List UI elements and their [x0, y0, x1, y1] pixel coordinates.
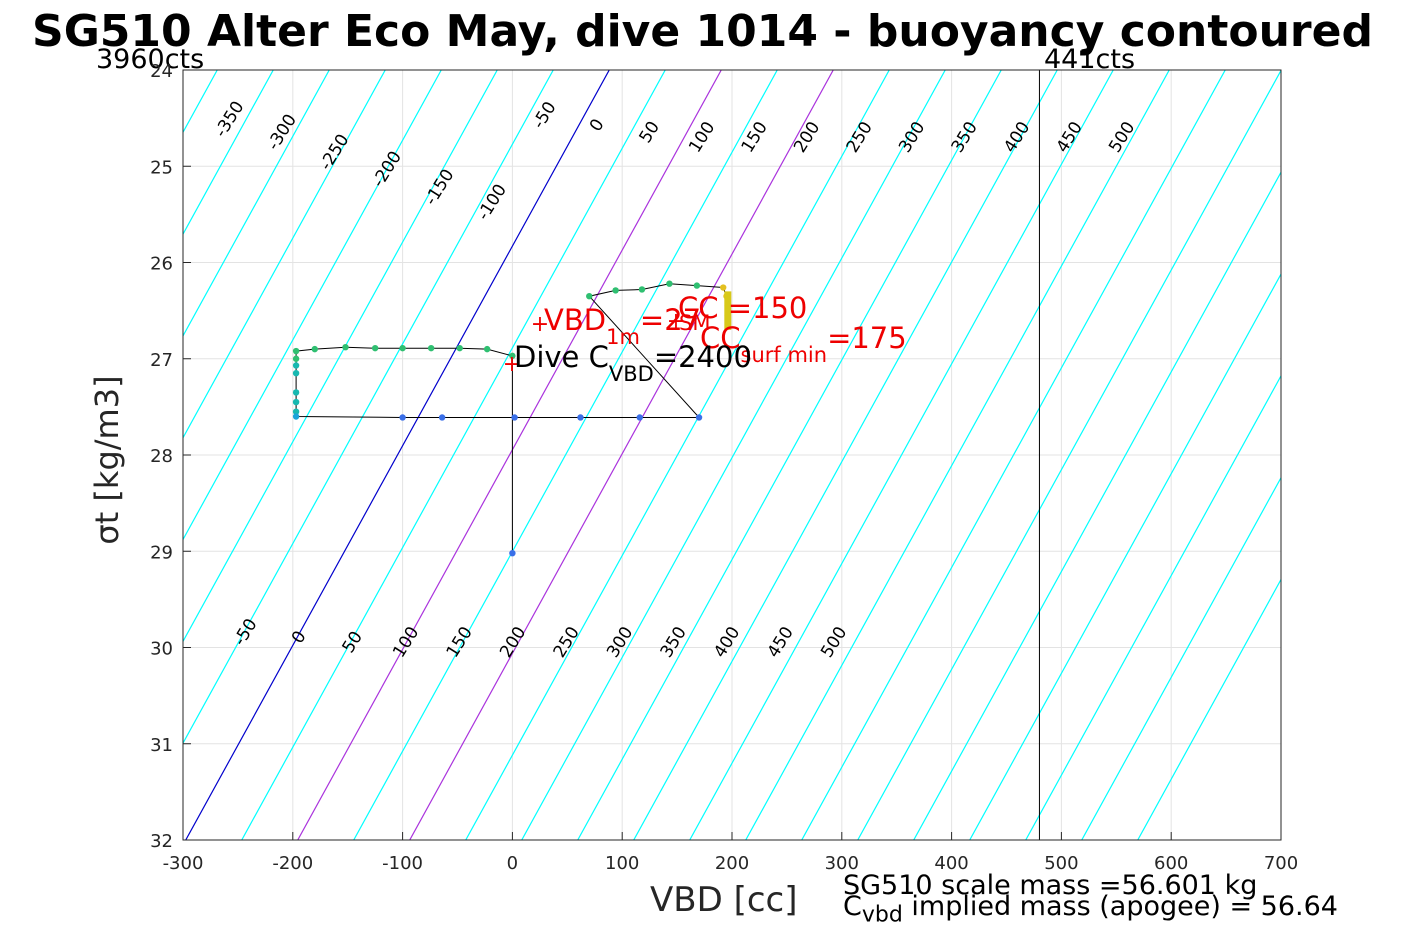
data-point	[292, 413, 300, 420]
buoyancy-contour-line	[185, 70, 610, 840]
data-point	[511, 414, 518, 421]
marker-label: Dive CVBD=2400	[514, 340, 752, 386]
data-point	[292, 408, 300, 415]
data-point	[399, 344, 406, 352]
y-tick-label: 31	[150, 735, 173, 756]
x-tick-label: -200	[272, 853, 313, 874]
x-tick-label: -100	[382, 853, 423, 874]
buoyancy-contour-line	[577, 70, 1002, 840]
marker-plus: +	[667, 309, 685, 334]
data-point	[292, 355, 300, 362]
buoyancy-contour-line	[465, 70, 890, 840]
marker-plus: +	[503, 352, 521, 377]
x-tick-label: -300	[163, 853, 204, 874]
y-tick-label: 32	[150, 831, 173, 852]
data-point	[292, 389, 300, 396]
buoyancy-contour-line	[521, 70, 946, 840]
buoyancy-contour-line	[913, 171, 1281, 840]
data-point	[456, 344, 463, 352]
buoyancy-contour-line	[183, 70, 274, 236]
buoyancy-contour-line	[689, 70, 1114, 840]
implied-mass-sub: vbd	[861, 902, 903, 928]
data-point	[311, 345, 318, 353]
buoyancy-contour-line	[241, 70, 666, 840]
y-tick-label: 26	[150, 254, 173, 275]
y-tick-label: 24	[150, 61, 173, 82]
x-tick-label: 200	[715, 853, 749, 874]
chart-title: SG510 Alter Eco May, dive 1014 - buoyanc…	[32, 6, 1373, 57]
data-point	[342, 344, 349, 351]
x-tick-label: 0	[507, 853, 518, 874]
marker-label: CC =150	[678, 291, 807, 325]
y-axis-label: σt [kg/m3]	[88, 375, 126, 544]
data-point	[483, 345, 491, 353]
buoyancy-contour-line	[1025, 374, 1281, 840]
marker-plus: +	[531, 312, 549, 337]
x-tick-label: 500	[1044, 853, 1078, 874]
data-point	[371, 344, 379, 352]
buoyancy-contour-line	[183, 70, 554, 745]
buoyancy-contour-line	[183, 70, 330, 338]
buoyancy-contour-line	[745, 70, 1170, 840]
buoyancy-contour-line	[0, 65, 164, 845]
buoyancy-contour-line	[183, 70, 386, 439]
marker-label: CCsurf min=175	[700, 321, 907, 367]
data-point	[612, 287, 619, 294]
y-tick-label: 27	[150, 350, 173, 371]
buoyancy-contour-line	[1081, 476, 1281, 840]
axes: -300 -200 -100 0 100 200 300 400 500 600 700 24 25 26…	[150, 61, 1298, 874]
buoyancy-contour-line	[183, 70, 498, 643]
data-point	[399, 414, 406, 421]
buoyancy-contour-line	[409, 70, 834, 840]
x-tick-label: 400	[934, 853, 968, 874]
x-axis-label: VBD [cc]	[650, 880, 798, 920]
buoyancy-contour-line	[633, 70, 1058, 840]
data-point	[693, 282, 701, 289]
data-point	[695, 414, 703, 421]
dive-series	[292, 280, 732, 557]
data-point	[586, 292, 593, 300]
data-point	[292, 369, 300, 377]
buoyancy-contour-line	[0, 65, 52, 845]
buoyancy-contour-line	[969, 272, 1281, 840]
buoyancy-contour-line	[1137, 578, 1281, 840]
buoyancy-contours	[0, 65, 1281, 845]
implied-mass-text: Cvbd implied mass (apogee) = 56.64	[843, 891, 1338, 927]
x-tick-label: 300	[825, 853, 859, 874]
x-tick-label: 600	[1154, 853, 1188, 874]
surface-point-cluster	[724, 291, 732, 330]
implied-mass-suffix: implied mass (apogee) = 56.64	[902, 891, 1338, 922]
buoyancy-contour-line	[297, 70, 722, 840]
implied-mass-prefix: C	[843, 891, 862, 922]
data-point	[509, 549, 516, 557]
data-point	[292, 362, 300, 369]
data-point	[666, 280, 673, 287]
y-tick-label: 29	[150, 542, 173, 563]
buoyancy-contour-line	[183, 70, 442, 541]
x-tick-label: 100	[605, 853, 639, 874]
data-point	[720, 284, 727, 291]
data-point	[292, 398, 300, 406]
y-tick-label: 28	[150, 446, 173, 467]
data-point	[427, 344, 435, 352]
y-tick-label: 25	[150, 157, 173, 178]
y-tick-label: 30	[150, 639, 173, 660]
x-tick-label: 700	[1264, 853, 1298, 874]
data-point	[636, 414, 643, 421]
buoyancy-contour-line	[857, 70, 1281, 840]
data-point	[638, 286, 646, 293]
buoyancy-contour-line	[353, 70, 778, 840]
scale-mass-text: SG510 scale mass =56.601 kg	[843, 870, 1258, 901]
data-point	[509, 352, 516, 360]
marker-label: SM	[679, 311, 710, 335]
data-point	[577, 414, 584, 421]
data-point	[438, 414, 446, 421]
data-point	[292, 347, 300, 355]
marker-label: VBD1m=27	[544, 303, 701, 349]
buoyancy-contour-line	[801, 70, 1226, 840]
